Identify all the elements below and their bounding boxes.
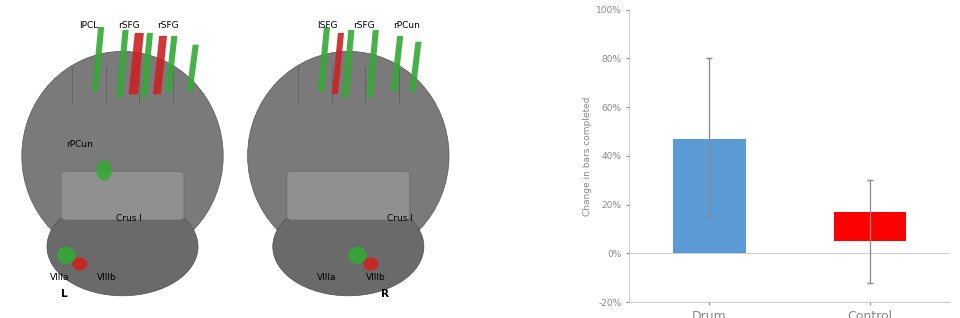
Ellipse shape xyxy=(248,52,449,260)
Ellipse shape xyxy=(363,258,378,271)
Polygon shape xyxy=(153,36,167,94)
Text: lPCL: lPCL xyxy=(80,21,99,30)
Text: rPCun: rPCun xyxy=(66,140,93,149)
Text: R: R xyxy=(381,289,389,299)
Polygon shape xyxy=(318,27,330,92)
Y-axis label: Change in bars completed: Change in bars completed xyxy=(583,96,591,216)
Text: L: L xyxy=(61,289,68,299)
Polygon shape xyxy=(129,33,144,94)
Polygon shape xyxy=(367,30,379,97)
Text: VIIIb: VIIIb xyxy=(366,273,386,282)
Text: VIIIa: VIIIa xyxy=(317,273,337,282)
Text: Crus I: Crus I xyxy=(115,214,141,223)
Polygon shape xyxy=(186,45,199,92)
Ellipse shape xyxy=(348,246,367,264)
Bar xyxy=(673,139,746,253)
FancyBboxPatch shape xyxy=(287,171,410,220)
Ellipse shape xyxy=(47,197,198,296)
Polygon shape xyxy=(391,36,403,92)
FancyBboxPatch shape xyxy=(61,171,184,220)
Polygon shape xyxy=(92,27,105,92)
Polygon shape xyxy=(409,42,421,92)
Polygon shape xyxy=(116,30,129,97)
Text: Crus I: Crus I xyxy=(387,214,413,223)
Ellipse shape xyxy=(22,52,223,260)
Text: rPCun: rPCun xyxy=(393,21,420,30)
Polygon shape xyxy=(165,36,178,92)
Text: VIIIa: VIIIa xyxy=(50,273,69,282)
Polygon shape xyxy=(332,33,344,94)
Text: rSFG: rSFG xyxy=(118,21,139,30)
Ellipse shape xyxy=(72,258,87,271)
Text: rSFG: rSFG xyxy=(157,21,180,30)
Polygon shape xyxy=(342,30,354,97)
Bar xyxy=(834,212,906,241)
Polygon shape xyxy=(141,33,153,97)
Ellipse shape xyxy=(58,246,76,264)
Ellipse shape xyxy=(273,197,423,296)
Ellipse shape xyxy=(97,160,111,181)
Text: rSFG: rSFG xyxy=(352,21,374,30)
Text: VIIIb: VIIIb xyxy=(97,273,117,282)
Text: lSFG: lSFG xyxy=(317,21,337,30)
